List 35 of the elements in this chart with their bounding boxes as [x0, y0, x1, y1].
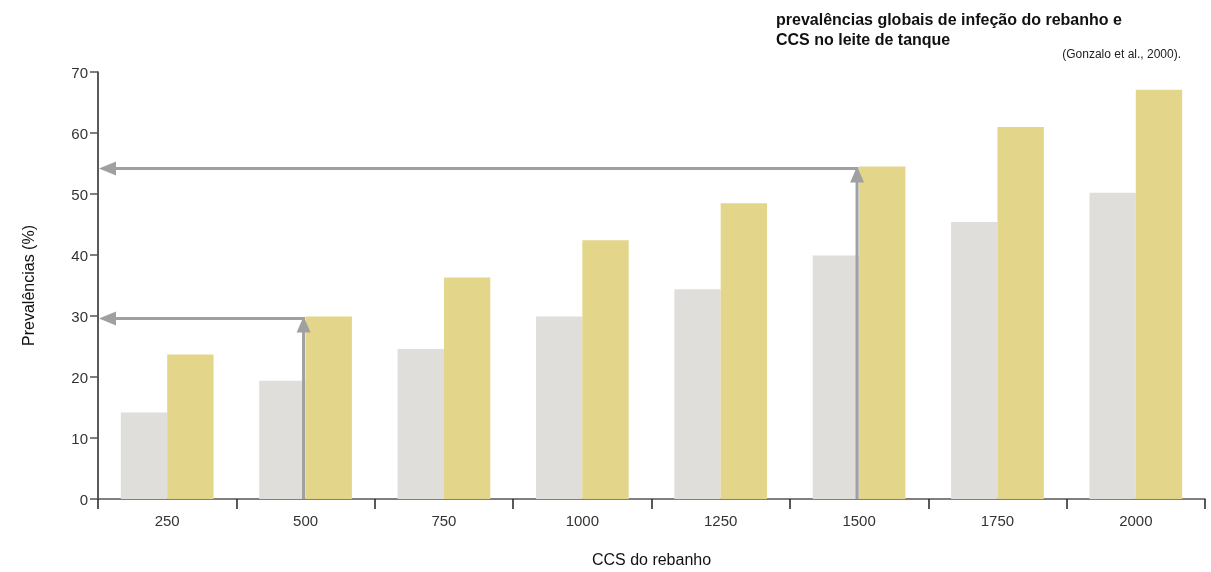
y-tick-label: 10 [71, 429, 88, 447]
bar [535, 316, 583, 499]
y-tick-label: 60 [71, 124, 88, 142]
x-tick-label: 500 [293, 512, 319, 529]
bar [1089, 192, 1136, 499]
y-tick-label: 50 [71, 185, 88, 203]
y-tick-label: 30 [71, 307, 88, 325]
bar [397, 348, 444, 499]
x-tick-label: 2000 [1119, 512, 1153, 529]
y-tick-label: 20 [71, 368, 88, 386]
x-tick-label: 1750 [980, 512, 1015, 529]
bar [997, 126, 1044, 499]
bar [951, 222, 998, 499]
bar [443, 277, 491, 499]
x-tick-label: 750 [431, 512, 457, 529]
y-tick-label: 70 [71, 63, 88, 81]
bar [259, 380, 306, 499]
y-axis-title: Prevalências (%) [19, 225, 37, 346]
text: (Gonzalo et al., 2000). [1062, 47, 1181, 61]
bar [674, 289, 721, 499]
y-tick-label: 0 [79, 490, 88, 508]
x-tick-label: 1000 [565, 512, 599, 529]
bar [859, 166, 906, 499]
bar [1135, 89, 1183, 499]
x-tick-label: 250 [154, 512, 180, 529]
x-tick-label: 1500 [842, 512, 876, 529]
x-tick-label: 1250 [704, 512, 738, 529]
bar [167, 354, 214, 499]
chart-title: prevalências globais de infeção do rebanho e CCS no leite de tanque [776, 10, 1127, 48]
bar [305, 316, 352, 499]
y-tick-label: 40 [71, 246, 88, 264]
bar [720, 203, 768, 499]
bar [120, 412, 168, 499]
bar [582, 240, 629, 499]
x-axis-title: CCS do rebanho [591, 550, 712, 568]
